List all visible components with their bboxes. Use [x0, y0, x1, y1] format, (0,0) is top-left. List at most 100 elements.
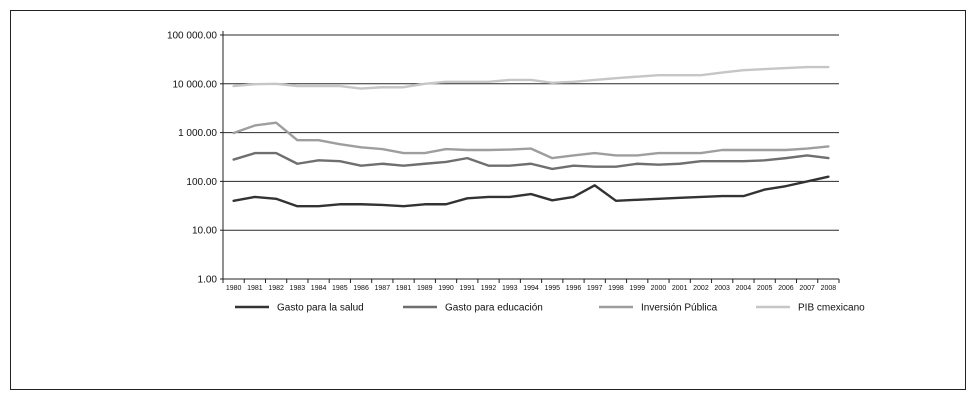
line-chart: 100 000.00 10 000.00 1 000.00 100.00 10.00 1.…	[167, 31, 865, 314]
data-point	[764, 149, 766, 151]
data-point	[742, 160, 745, 162]
data-point	[445, 81, 447, 83]
data-point	[275, 122, 277, 124]
data-point	[530, 79, 532, 81]
data-point	[785, 157, 787, 159]
data-point	[742, 195, 745, 197]
data-point	[466, 81, 468, 83]
series-lines	[232, 65, 830, 208]
data-point	[657, 164, 660, 166]
data-point	[381, 204, 383, 206]
chart-frame: 100 000.00 10 000.00 1 000.00 100.00 10.00 1.…	[10, 10, 966, 390]
y-tick-label: 1 000.00	[178, 128, 217, 139]
data-point	[254, 196, 256, 198]
data-point	[339, 203, 341, 205]
data-point	[339, 160, 341, 162]
data-point	[530, 163, 532, 165]
data-point	[339, 85, 341, 87]
data-point	[360, 203, 362, 205]
data-point	[785, 67, 787, 69]
data-point	[679, 74, 681, 76]
data-point	[636, 199, 638, 201]
x-tick-label: 2008	[821, 285, 837, 292]
data-point	[721, 160, 723, 162]
data-point	[679, 197, 681, 199]
data-point	[402, 86, 405, 88]
data-point	[594, 166, 596, 168]
x-tick-label: 1981	[247, 285, 263, 292]
series-points	[233, 152, 829, 170]
data-point	[764, 68, 766, 70]
data-point	[402, 165, 405, 167]
data-point	[296, 163, 298, 165]
x-tick-label: 1992	[481, 285, 497, 292]
gridlines	[223, 34, 839, 231]
data-point	[466, 157, 468, 159]
data-point	[742, 69, 745, 71]
data-point	[700, 196, 702, 198]
data-point	[317, 159, 320, 161]
x-tick-label: 1989	[417, 285, 433, 292]
data-point	[806, 148, 808, 150]
x-tick-label: 1984	[311, 285, 327, 292]
data-point	[487, 165, 490, 167]
data-point	[296, 205, 298, 207]
data-point	[445, 161, 447, 163]
data-point	[339, 143, 341, 145]
data-point	[254, 83, 256, 85]
data-point	[381, 86, 383, 88]
x-tick-label: 2000	[651, 285, 667, 292]
data-point	[827, 176, 829, 178]
data-point	[275, 198, 277, 200]
data-point	[381, 163, 383, 165]
y-tick-label: 10.00	[192, 226, 217, 237]
data-point	[402, 205, 405, 207]
data-point	[445, 203, 447, 205]
data-point	[615, 200, 617, 202]
x-tick-label: 1980	[226, 285, 242, 292]
data-point	[424, 203, 426, 205]
x-tick-label: 1983	[290, 285, 306, 292]
data-point	[764, 159, 766, 161]
axes	[220, 31, 840, 283]
data-point	[594, 79, 596, 81]
data-point	[509, 79, 511, 81]
data-point	[572, 196, 575, 198]
x-tick-label: 2007	[799, 285, 815, 292]
data-point	[572, 165, 575, 167]
x-tick-label: 2005	[757, 285, 773, 292]
data-point	[487, 149, 490, 151]
data-point	[509, 165, 511, 167]
data-point	[551, 157, 553, 159]
x-tick-label: 1998	[608, 285, 624, 292]
series-line	[232, 65, 830, 90]
x-tick-label: 1990	[438, 285, 454, 292]
data-point	[466, 197, 468, 199]
data-point	[764, 188, 766, 191]
data-point	[721, 71, 723, 74]
x-axis-tick-labels: 1980 1981 1982 1983 1984 1985 1986 1987 1981 1989…	[226, 285, 836, 292]
data-point	[721, 149, 723, 151]
x-tick-label: 1997	[587, 285, 603, 292]
data-point	[487, 196, 490, 198]
data-point	[296, 139, 298, 141]
data-point	[721, 195, 723, 197]
data-point	[360, 165, 362, 167]
legend-label: Inversión Pública	[641, 303, 718, 314]
y-axis-tick-labels: 100 000.00 10 000.00 1 000.00 100.00 10.00 1.…	[167, 31, 217, 286]
x-tick-label: 1995	[544, 285, 560, 292]
data-point	[572, 81, 575, 83]
data-point	[551, 199, 553, 201]
x-tick-label: 2004	[736, 285, 752, 292]
legend-label: PIB cmexicano	[798, 303, 865, 314]
data-point	[530, 193, 532, 195]
data-point	[827, 66, 829, 68]
data-point	[657, 198, 660, 200]
data-point	[657, 74, 660, 76]
series-points	[233, 176, 829, 207]
data-point	[572, 154, 575, 157]
x-tick-label: 1991	[459, 285, 475, 292]
data-point	[445, 148, 447, 150]
series-line	[232, 121, 830, 160]
data-point	[317, 85, 320, 87]
